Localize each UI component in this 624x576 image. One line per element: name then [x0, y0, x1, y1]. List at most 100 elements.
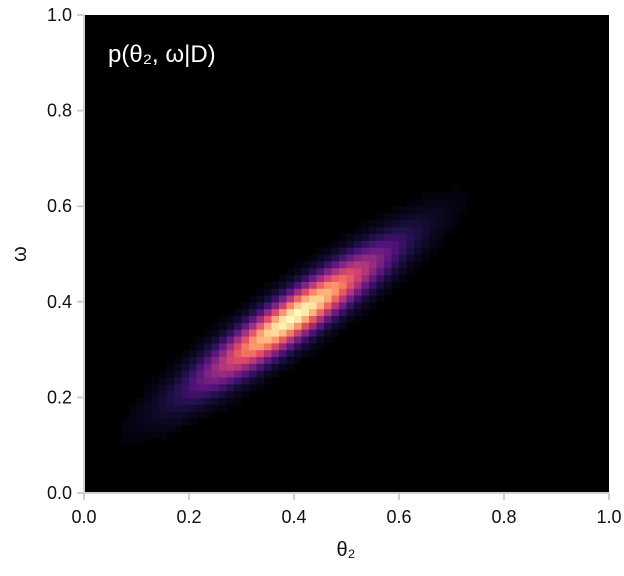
heatmap-cell [346, 267, 355, 276]
heatmap-cell [219, 329, 228, 337]
heatmap-cell [189, 383, 198, 392]
heatmap-cell [294, 356, 303, 364]
heatmap-cell [234, 376, 243, 385]
heatmap-cell [136, 438, 145, 446]
heatmap-cell [256, 349, 265, 358]
heatmap-cell [264, 294, 273, 303]
heatmap-cell [181, 417, 190, 426]
heatmap-cell [339, 260, 348, 269]
heatmap-cell [204, 383, 213, 392]
heatmap-cell [391, 219, 400, 228]
heatmap-cell [256, 315, 265, 323]
heatmap-cell [204, 404, 213, 412]
heatmap-cell [196, 342, 205, 351]
heatmap-cell [316, 308, 325, 317]
heatmap-cell [339, 247, 348, 255]
x-tick-label: 0.4 [281, 507, 306, 527]
heatmap-cell [369, 233, 378, 241]
heatmap-cell [294, 308, 303, 317]
heatmap-cell [271, 329, 280, 337]
heatmap-cell [361, 274, 370, 282]
heatmap-cell [241, 363, 250, 371]
heatmap-cell [204, 335, 213, 344]
heatmap-cell [189, 404, 198, 412]
heatmap-cell [399, 219, 408, 228]
heatmap-cell [151, 383, 160, 392]
heatmap-cell [436, 233, 445, 241]
heatmap-cell [444, 213, 453, 221]
heatmap-cell [226, 363, 235, 371]
heatmap-cell [211, 390, 220, 398]
heatmap-cell [121, 424, 130, 433]
heatmap-cell [324, 267, 333, 276]
heatmap-cell [121, 431, 130, 439]
heatmap-cell [211, 322, 220, 330]
heatmap-cell [249, 315, 258, 323]
heatmap-cell [226, 390, 235, 398]
heatmap-cell [421, 254, 430, 262]
heatmap-cell [264, 349, 273, 358]
heatmap-cell [196, 349, 205, 358]
heatmap-cell [234, 349, 243, 358]
heatmap-cell [174, 424, 183, 433]
heatmap-cell [286, 294, 295, 303]
heatmap-cell [166, 424, 175, 433]
heatmap-cell [241, 370, 250, 378]
heatmap-cell [376, 219, 385, 228]
heatmap-cell [324, 288, 333, 296]
heatmap-cell [136, 431, 145, 439]
heatmap-cell [391, 206, 400, 214]
heatmap-cell [256, 322, 265, 330]
heatmap-cell [196, 397, 205, 405]
heatmap-cell [196, 411, 205, 419]
heatmap-cell [429, 213, 438, 221]
heatmap-cell [144, 397, 153, 405]
heatmap-cell [166, 411, 175, 419]
heatmap-cell [339, 288, 348, 296]
heatmap-cell [234, 322, 243, 330]
heatmap-cell [316, 294, 325, 303]
heatmap-cell [256, 329, 265, 337]
heatmap-cell [324, 247, 333, 255]
heatmap-cell [279, 349, 288, 358]
heatmap-cell [339, 315, 348, 323]
heatmap-cell [429, 206, 438, 214]
heatmap-cell [234, 342, 243, 351]
heatmap-cell [421, 226, 430, 235]
heatmap-cell [204, 349, 213, 358]
heatmap-cell [384, 267, 393, 276]
x-tick-label: 0.0 [71, 507, 96, 527]
heatmap-cell [316, 301, 325, 310]
heatmap-cell [219, 383, 228, 392]
heatmap-cell [151, 376, 160, 385]
heatmap-cell [316, 335, 325, 344]
heatmap-cell [136, 404, 145, 412]
heatmap-cell [279, 342, 288, 351]
heatmap-cell [316, 288, 325, 296]
heatmap-cell [279, 308, 288, 317]
heatmap-cell [301, 294, 310, 303]
heatmap-cell [144, 424, 153, 433]
heatmap-cell [361, 288, 370, 296]
heatmap-cell [414, 226, 423, 235]
heatmap-cell [204, 363, 213, 371]
heatmap-cell [421, 240, 430, 248]
heatmap-cell [399, 274, 408, 282]
heatmap-cell [406, 267, 415, 276]
heatmap-cell [249, 342, 258, 351]
heatmap-cell [264, 342, 273, 351]
heatmap-cell [174, 411, 183, 419]
heatmap-cell [339, 308, 348, 317]
heatmap-cell [144, 431, 153, 439]
heatmap-cell [181, 376, 190, 385]
heatmap-cell [339, 240, 348, 248]
heatmap-cell [159, 390, 168, 398]
heatmap-cell [286, 342, 295, 351]
heatmap-cell [444, 192, 453, 200]
x-ticks: 0.0 0.2 0.4 0.6 0.8 1.0 [71, 493, 622, 527]
heatmap-cell [309, 342, 318, 351]
heatmap-cell [331, 274, 340, 282]
heatmap-cell [369, 219, 378, 228]
heatmap-cell [369, 240, 378, 248]
heatmap-cell [421, 213, 430, 221]
